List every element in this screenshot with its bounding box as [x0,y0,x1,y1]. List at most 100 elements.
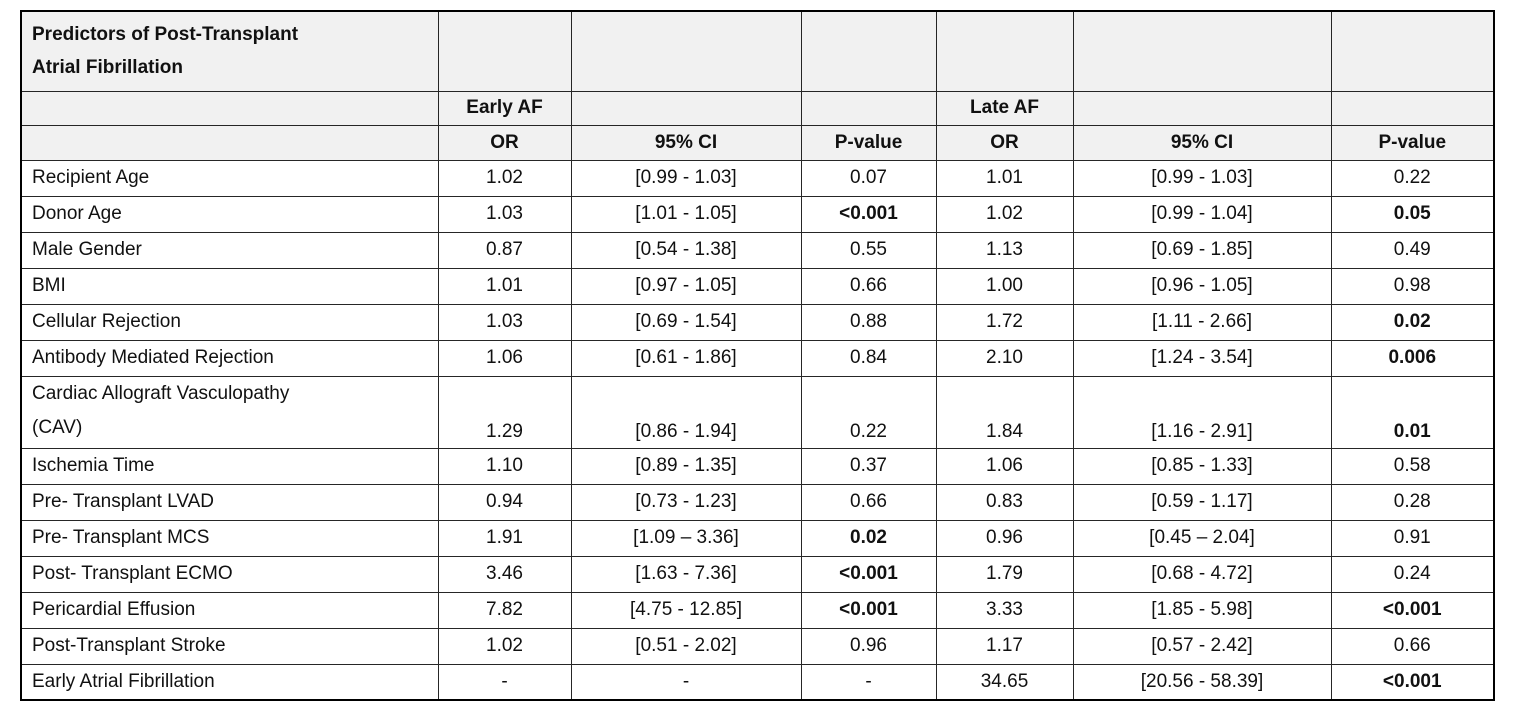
predictor-cell: Pre- Transplant LVAD [20,483,439,521]
late-or-cell: 2.10 [935,339,1074,377]
table-title: Predictors of Post-Transplant Atrial Fib… [20,10,439,92]
late-ci-cell: [1.85 - 5.98] [1072,591,1332,629]
predictor-cell: Cellular Rejection [20,303,439,341]
early-or-cell: 1.06 [437,339,572,377]
late-pvalue-cell: 0.05 [1330,195,1495,233]
predictor-cell: Ischemia Time [20,447,439,485]
early-af-group-header: Early AF [437,90,572,126]
early-ci-cell: [4.75 - 12.85] [570,591,802,629]
table-row: Early Atrial Fibrillation - - -34.65 [20.56 … [20,663,1495,701]
late-ci-cell: [0.69 - 1.85] [1072,231,1332,269]
early-or-cell: 1.91 [437,519,572,557]
early-pvalue-cell: 0.22 [800,375,937,449]
predictor-cell: Post- Transplant ECMO [20,555,439,593]
early-or-cell: 0.87 [437,231,572,269]
early-pvalue-cell: 0.55 [800,231,937,269]
column-header-row: OR 95% CI P-value OR 95% CI P-value [20,124,1495,161]
late-pvalue-cell: <0.001 [1330,591,1495,629]
late-or-cell: 34.65 [935,663,1074,701]
late-pvalue-cell: <0.001 [1330,663,1495,701]
late-or-cell: 1.79 [935,555,1074,593]
table-row: Donor Age 1.03 [1.01 - 1.05] <0.001 1.02 [0.9… [20,195,1495,233]
early-or-cell: 7.82 [437,591,572,629]
predictor-cell: Pericardial Effusion [20,591,439,629]
early-or-cell: 3.46 [437,555,572,593]
table-body: Recipient Age 1.02 [0.99 - 1.03] 0.07 1.01 [0… [20,159,1495,701]
early-ci-cell: [0.89 - 1.35] [570,447,802,485]
predictor-cell: Male Gender [20,231,439,269]
late-or-cell: 1.01 [935,159,1074,197]
predictor-cell: Donor Age [20,195,439,233]
early-ci-cell: [0.99 - 1.03] [570,159,802,197]
document-page: Predictors of Post-Transplant Atrial Fib… [20,10,1495,702]
late-ci-cell: [0.85 - 1.33] [1072,447,1332,485]
early-pvalue-cell: 0.66 [800,483,937,521]
early-ci-cell: [1.09 – 3.36] [570,519,802,557]
early-pvalue-cell: <0.001 [800,591,937,629]
late-ci-cell: [0.57 - 2.42] [1072,627,1332,665]
early-pvalue-cell: 0.66 [800,267,937,305]
early-ci-cell: [0.86 - 1.94] [570,375,802,449]
late-ci-cell: [0.45 – 2.04] [1072,519,1332,557]
empty-header-cell [935,10,1074,92]
empty-header-cell [1072,90,1332,126]
empty-header-cell [1330,90,1495,126]
table-row: Ischemia Time 1.10 [0.89 - 1.35] 0.37 1.06 [0… [20,447,1495,485]
late-pvalue-cell: 0.28 [1330,483,1495,521]
early-or-header: OR [437,124,572,161]
late-or-cell: 1.06 [935,447,1074,485]
table-row: Post- Transplant ECMO 3.46 [1.63 - 7.36] <0… [20,555,1495,593]
empty-header-cell [570,90,802,126]
early-pvalue-cell: 0.02 [800,519,937,557]
late-pvalue-cell: 0.91 [1330,519,1495,557]
late-or-cell: 1.00 [935,267,1074,305]
early-pvalue-cell: <0.001 [800,555,937,593]
table-row: Antibody Mediated Rejection 1.06 [0.61 - 1… [20,339,1495,377]
early-or-cell: 1.01 [437,267,572,305]
late-ci-header: 95% CI [1072,124,1332,161]
late-or-cell: 1.17 [935,627,1074,665]
late-pvalue-cell: 0.24 [1330,555,1495,593]
table-row: Cardiac Allograft Vasculopathy (CAV) 1.29… [20,375,1495,449]
late-pvalue-cell: 0.49 [1330,231,1495,269]
table-row: Cellular Rejection 1.03 [0.69 - 1.54] 0.88 1… [20,303,1495,341]
predictor-cell: BMI [20,267,439,305]
table-row: Male Gender 0.87 [0.54 - 1.38] 0.55 1.13 [0.6… [20,231,1495,269]
late-af-group-header: Late AF [935,90,1074,126]
late-or-cell: 3.33 [935,591,1074,629]
late-pvalue-cell: 0.98 [1330,267,1495,305]
early-ci-cell: [1.01 - 1.05] [570,195,802,233]
late-ci-cell: [0.68 - 4.72] [1072,555,1332,593]
early-pvalue-cell: 0.88 [800,303,937,341]
empty-header-cell [1330,10,1495,92]
early-pvalue-cell: <0.001 [800,195,937,233]
empty-header-cell [570,10,802,92]
empty-header-cell [437,10,572,92]
late-pvalue-cell: 0.58 [1330,447,1495,485]
empty-header-cell [800,90,937,126]
early-ci-cell: [0.54 - 1.38] [570,231,802,269]
early-ci-cell: [0.97 - 1.05] [570,267,802,305]
group-header-row: Early AF Late AF [20,90,1495,126]
table-row: Post-Transplant Stroke 1.02 [0.51 - 2.02] 0… [20,627,1495,665]
late-pvalue-cell: 0.02 [1330,303,1495,341]
predictor-cell: Pre- Transplant MCS [20,519,439,557]
early-ci-cell: [1.63 - 7.36] [570,555,802,593]
late-pvalue-cell: 0.22 [1330,159,1495,197]
predictor-cell: Post-Transplant Stroke [20,627,439,665]
table-header: Predictors of Post-Transplant Atrial Fib… [20,10,1495,161]
early-or-cell: 0.94 [437,483,572,521]
table-row: Pre- Transplant LVAD 0.94 [0.73 - 1.23] 0.6… [20,483,1495,521]
late-or-cell: 1.13 [935,231,1074,269]
late-ci-cell: [1.16 - 2.91] [1072,375,1332,449]
early-ci-cell: [0.51 - 2.02] [570,627,802,665]
early-pvalue-header: P-value [800,124,937,161]
early-or-cell: 1.03 [437,195,572,233]
late-ci-cell: [1.11 - 2.66] [1072,303,1332,341]
late-or-header: OR [935,124,1074,161]
predictor-cell: Recipient Age [20,159,439,197]
table-row: Pericardial Effusion 7.82 [4.75 - 12.85] <0… [20,591,1495,629]
table-row: Recipient Age 1.02 [0.99 - 1.03] 0.07 1.01 [0… [20,159,1495,197]
empty-header-cell [1072,10,1332,92]
late-or-cell: 0.83 [935,483,1074,521]
